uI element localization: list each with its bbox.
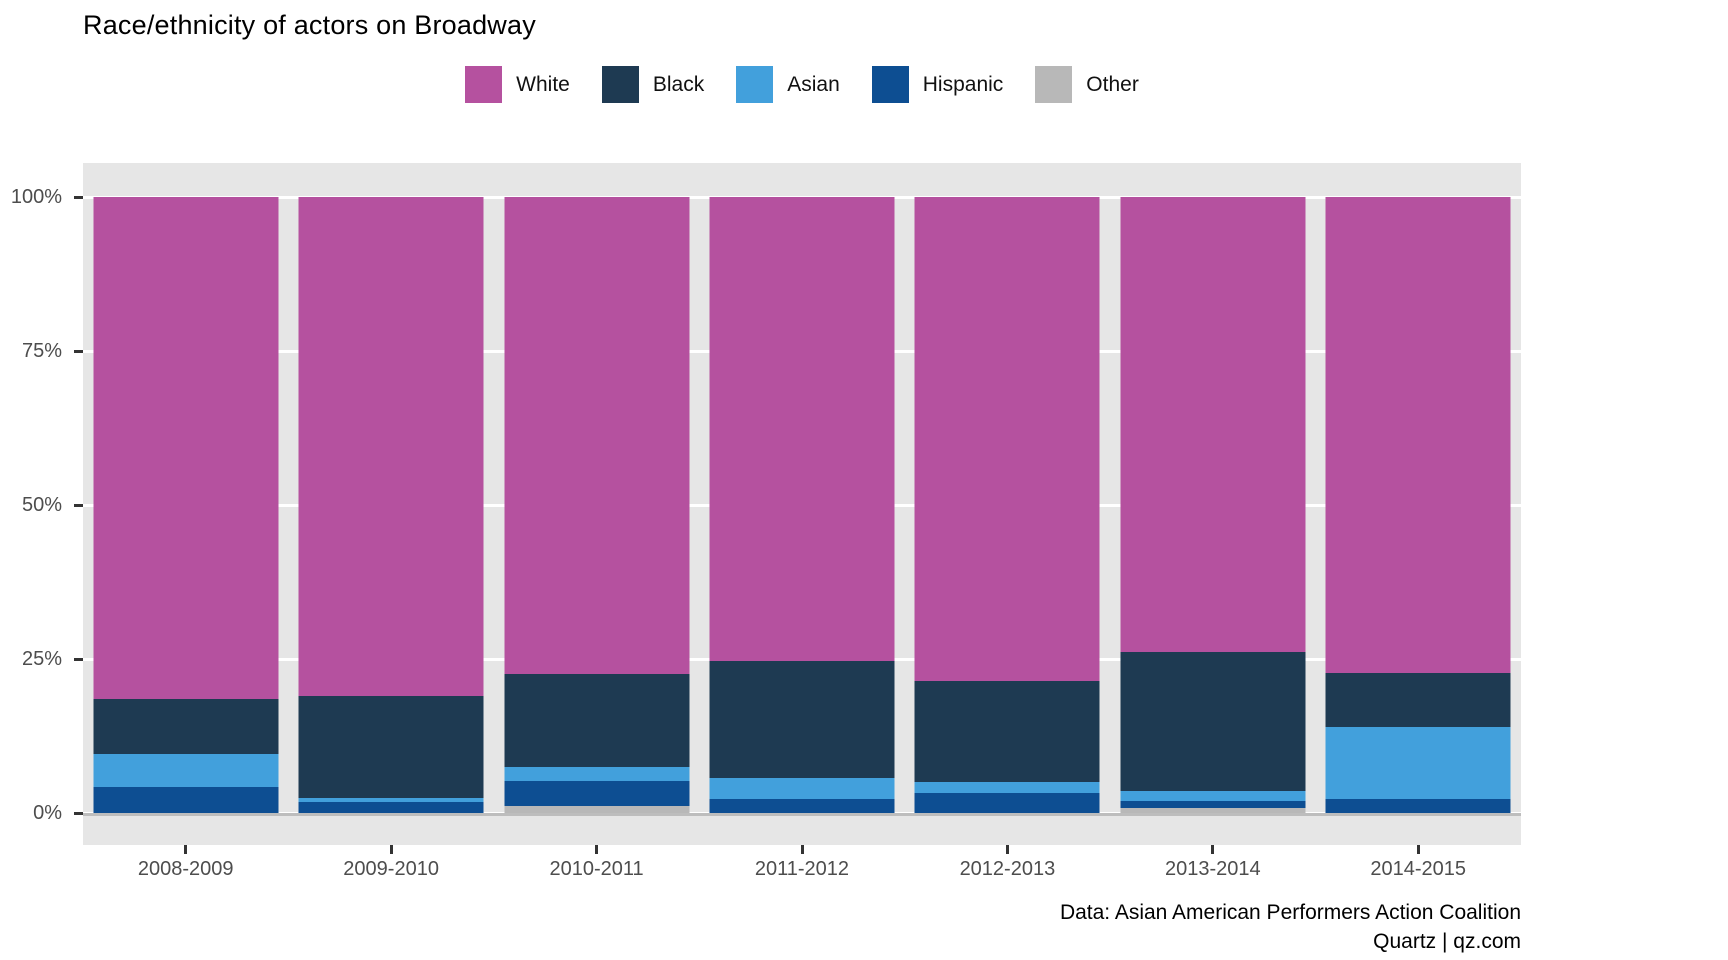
legend-swatch-white (465, 66, 503, 103)
zero-baseline (83, 813, 1521, 816)
legend-swatch-asian (736, 66, 774, 103)
x-axis-tick-2008-2009 (184, 845, 188, 854)
segment-hispanic-2013-2014 (1120, 801, 1306, 809)
legend-label-white: White (516, 72, 570, 96)
segment-hispanic-2010-2011 (504, 780, 690, 807)
bar-slot-2010-2011 (494, 197, 699, 813)
x-axis-tick-2011-2012 (800, 845, 804, 854)
y-axis-tick-25% (74, 658, 83, 661)
legend-item-white: White (465, 66, 570, 103)
segment-asian-2011-2012 (709, 777, 895, 799)
segment-white-2009-2010 (298, 197, 484, 696)
segment-asian-2012-2013 (914, 782, 1100, 793)
x-axis-tick-2010-2011 (595, 845, 599, 854)
x-axis-label-2011-2012: 2011-2012 (754, 858, 850, 880)
x-axis-tick-2009-2010 (389, 845, 393, 854)
segment-other-2013-2014 (1120, 808, 1306, 813)
bar-slot-2014-2015 (1316, 197, 1521, 813)
y-axis-label-100%: 100% (10, 186, 62, 208)
segment-hispanic-2009-2010 (298, 801, 484, 813)
legend-label-black: Black (652, 72, 705, 96)
x-axis-tick-2014-2015 (1416, 845, 1420, 854)
legend-label-asian: Asian (787, 72, 840, 96)
legend-label-other: Other (1086, 72, 1139, 96)
y-axis-tick-100% (74, 196, 83, 199)
x-axis-label-2009-2010: 2009-2010 (343, 858, 439, 880)
source-line-2: Quartz | qz.com (1373, 930, 1521, 953)
x-axis-ticks (83, 845, 1521, 854)
x-axis-tick-2013-2014 (1211, 845, 1215, 854)
stacked-bar-2008-2009 (93, 197, 279, 813)
segment-black-2011-2012 (709, 661, 895, 778)
legend-swatch-other (1035, 66, 1073, 103)
segment-black-2009-2010 (298, 696, 484, 798)
chart-title: Race/ethnicity of actors on Broadway (83, 10, 536, 40)
segment-white-2013-2014 (1120, 197, 1306, 652)
y-axis-label-0%: 0% (33, 802, 62, 824)
segment-hispanic-2014-2015 (1325, 798, 1511, 813)
legend-item-hispanic: Hispanic (871, 66, 1004, 103)
legend-label-hispanic: Hispanic (922, 72, 1004, 96)
x-axis-tick-2012-2013 (1005, 845, 1009, 854)
segment-asian-2010-2011 (504, 766, 690, 781)
legend-item-black: Black (601, 66, 705, 103)
bar-slot-2012-2013 (905, 197, 1110, 813)
plot-panel (83, 163, 1521, 845)
segment-hispanic-2012-2013 (914, 792, 1100, 813)
source-attribution: Data: Asian American Performers Action C… (1060, 898, 1521, 956)
segment-white-2014-2015 (1325, 197, 1511, 674)
segment-white-2011-2012 (709, 197, 895, 662)
stacked-bar-2010-2011 (504, 197, 690, 813)
bar-slot-2011-2012 (699, 197, 904, 813)
y-axis-tick-75% (74, 350, 83, 353)
y-axis-label-25%: 25% (21, 648, 62, 670)
x-axis-labels: 2008-2009 2009-2010 2010-2011 2011-2012 2012… (83, 858, 1521, 881)
segment-white-2008-2009 (93, 197, 279, 700)
y-axis-tick-50% (74, 504, 83, 507)
segment-asian-2009-2010 (298, 797, 484, 802)
segment-asian-2013-2014 (1120, 790, 1306, 802)
segment-other-2010-2011 (504, 806, 690, 813)
stacked-bar-2013-2014 (1120, 197, 1306, 813)
segment-black-2010-2011 (504, 673, 690, 767)
legend-item-asian: Asian (736, 66, 840, 103)
x-axis-label-2008-2009: 2008-2009 (137, 858, 234, 880)
segment-white-2010-2011 (504, 197, 690, 674)
stacked-bar-2011-2012 (709, 197, 895, 813)
segment-black-2014-2015 (1325, 673, 1511, 727)
segment-hispanic-2008-2009 (93, 786, 279, 813)
legend-item-other: Other (1035, 66, 1139, 103)
segment-black-2008-2009 (93, 699, 279, 755)
bar-slot-2008-2009 (83, 197, 288, 813)
segment-asian-2008-2009 (93, 754, 279, 787)
segment-black-2012-2013 (914, 681, 1100, 783)
y-axis-label-75%: 75% (21, 340, 62, 362)
chart-legend: White Black Asian Hispanic Other (83, 66, 1521, 103)
segment-asian-2014-2015 (1325, 726, 1511, 799)
source-line-1: Data: Asian American Performers Action C… (1059, 901, 1521, 924)
segment-hispanic-2011-2012 (709, 798, 895, 813)
x-axis-label-2010-2011: 2010-2011 (549, 858, 644, 880)
bar-slot-2013-2014 (1110, 197, 1315, 813)
legend-swatch-hispanic (871, 66, 909, 103)
y-axis-label-50%: 50% (21, 494, 62, 516)
segment-white-2012-2013 (914, 197, 1100, 682)
stacked-bar-2009-2010 (298, 197, 484, 813)
segment-black-2013-2014 (1120, 651, 1306, 791)
x-axis-label-2012-2013: 2012-2013 (959, 858, 1056, 880)
legend-swatch-black (601, 66, 639, 103)
bars-container (83, 197, 1521, 813)
stacked-bar-2012-2013 (914, 197, 1100, 813)
stacked-bar-2014-2015 (1325, 197, 1511, 813)
bar-slot-2009-2010 (288, 197, 493, 813)
x-axis-label-2013-2014: 2013-2014 (1164, 858, 1261, 880)
y-axis-tick-0% (74, 812, 83, 815)
x-axis-label-2014-2015: 2014-2015 (1370, 858, 1467, 880)
